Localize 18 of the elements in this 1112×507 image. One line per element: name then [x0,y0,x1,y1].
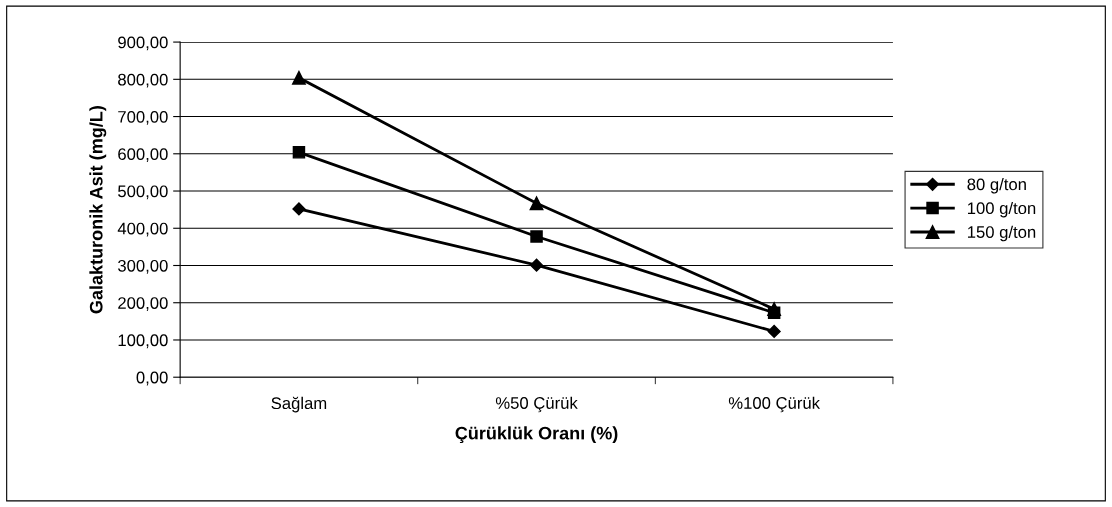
y-tick-label: 200,00 [118,297,168,311]
y-tick-label: 400,00 [117,222,168,237]
y-tick-label: 300,00 [118,259,168,274]
legend-label: 80 g/ton [967,178,1026,194]
y-tick-label: 0,00 [136,371,168,386]
x-tick-label: %50 Çürük [495,396,578,413]
y-tick-label: 900,00 [118,36,168,51]
y-tick-label: 100,00 [118,334,168,349]
legend-label: 100 g/ton [968,201,1036,218]
y-tick-label: 500,00 [118,185,168,200]
x-tick-label: %100 Çürük [728,396,821,413]
y-tick-label: 800,00 [118,73,168,88]
x-tick-label: Sağlam [271,396,327,413]
x-axis-title: Çürüklük Oranı (%) [455,426,618,444]
y-tick-label: 700,00 [118,110,168,125]
y-axis-title: Galakturonik Asit (mg/L) [89,106,107,314]
legend-label: 150 g/ton [968,225,1036,242]
y-tick-label: 600,00 [118,148,168,162]
